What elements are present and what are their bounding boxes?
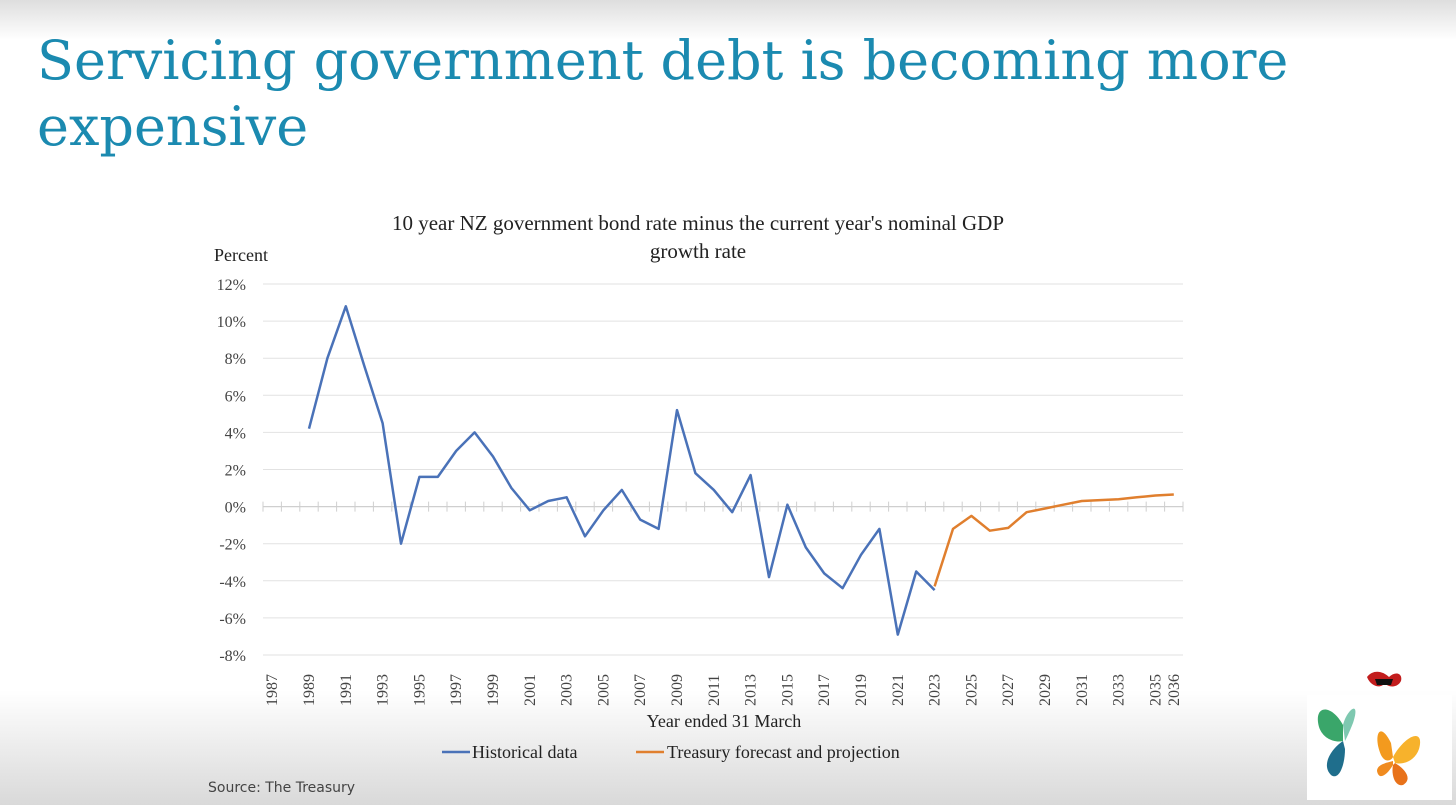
top-fade: [0, 0, 1456, 40]
x-tick-label: 2031: [1074, 674, 1091, 706]
y-tick-label: -6%: [219, 611, 246, 628]
x-tick-label: 1999: [485, 674, 502, 706]
x-tick-label: 1991: [338, 674, 355, 706]
x-tick-label: 2011: [706, 675, 723, 706]
x-tick-label: 1995: [411, 674, 428, 706]
x-tick-label: 2015: [779, 674, 796, 706]
x-axis: [262, 501, 1184, 512]
y-tick-label: -2%: [219, 537, 246, 554]
y-tick-label: 0%: [225, 500, 246, 517]
x-tick-label: 2017: [816, 674, 833, 706]
y-tick-label: 12%: [217, 277, 246, 294]
series-line-forecast: [933, 493, 1174, 587]
x-tick-label: 2003: [559, 674, 576, 706]
series-lines: [307, 305, 1174, 636]
y-tick-label: 2%: [225, 463, 246, 480]
legend: Historical data Treasury forecast and pr…: [442, 742, 900, 762]
x-tick-labels: 1987 1989 1991 1993 1995 1997 1999 2001 2003 2005…: [264, 674, 1183, 706]
gridlines: [263, 283, 1183, 656]
series-line-historical: [307, 305, 936, 636]
x-tick-label: 2023: [927, 674, 944, 706]
y-tick-label: 8%: [225, 351, 246, 368]
y-axis-label: Percent: [214, 245, 268, 265]
y-tick-label: -4%: [219, 574, 246, 591]
x-tick-label: 2007: [632, 674, 649, 706]
y-tick-label: 10%: [217, 314, 246, 331]
x-tick-label: 2033: [1111, 674, 1128, 706]
butterfly-logo: [1307, 671, 1452, 800]
x-tick-label: 2029: [1037, 674, 1054, 706]
x-tick-label: 1987: [264, 674, 281, 706]
source-note: Source: The Treasury: [208, 780, 356, 796]
x-tick-label: 2036: [1166, 674, 1183, 706]
x-axis-label: Year ended 31 March: [647, 711, 802, 731]
x-tick-label: 1993: [375, 674, 392, 706]
y-tick-label: -8%: [219, 648, 246, 665]
chart-title-line-2: growth rate: [650, 239, 746, 263]
x-tick-label: 2009: [669, 674, 686, 706]
legend-label-historical: Historical data: [472, 742, 577, 762]
slide-title: Servicing government debt is becoming mo…: [37, 29, 1289, 158]
x-tick-label: 2025: [963, 674, 980, 706]
bottom-fade: [0, 690, 1456, 805]
legend-label-forecast: Treasury forecast and projection: [667, 742, 900, 762]
x-tick-label: 1989: [301, 674, 318, 706]
chart-title-line-1: 10 year NZ government bond rate minus th…: [392, 211, 1004, 235]
x-tick-label: 1997: [448, 674, 465, 706]
x-tick-label: 2019: [853, 674, 870, 706]
y-tick-label: 4%: [225, 425, 246, 442]
x-tick-label: 2001: [522, 674, 539, 706]
y-tick-labels: 12% 10% 8% 6% 4% 2% 0% -2% -4% -6% -8%: [217, 277, 246, 665]
x-tick-label: 2013: [743, 674, 760, 706]
y-tick-label: 6%: [225, 388, 246, 405]
x-tick-label: 2021: [890, 674, 907, 706]
x-tick-label: 2027: [1000, 674, 1017, 706]
x-tick-label: 2005: [595, 674, 612, 706]
x-tick-label: 2035: [1147, 674, 1164, 706]
